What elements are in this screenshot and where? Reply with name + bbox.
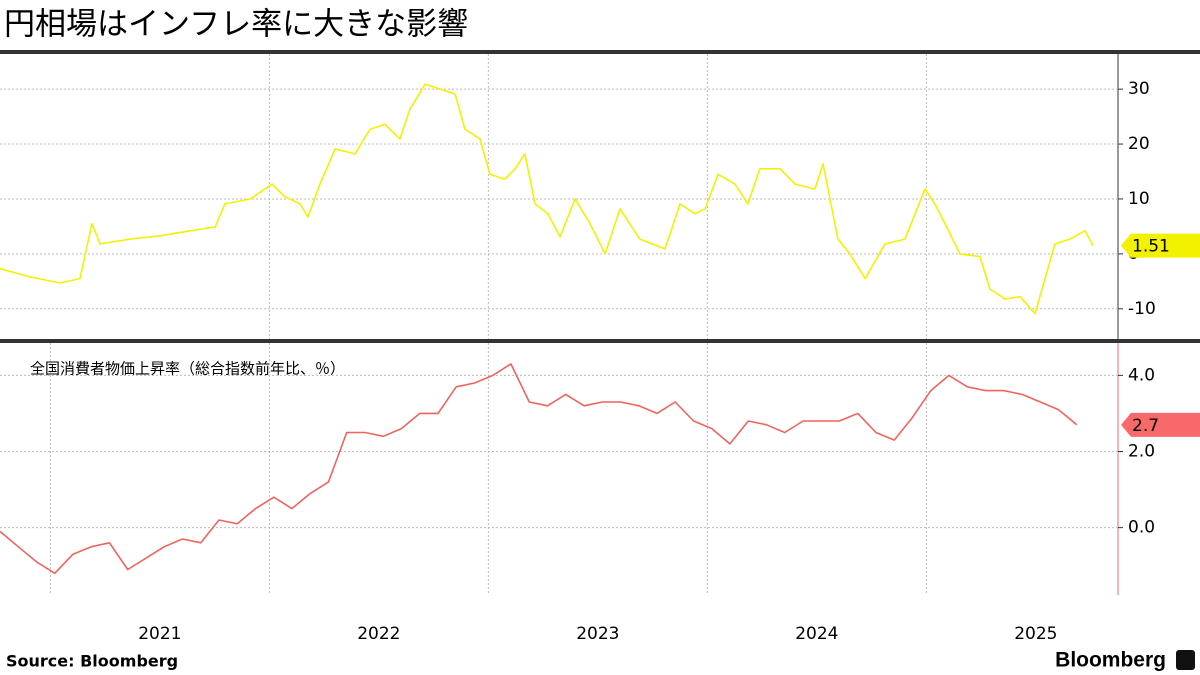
brand-icon: [1176, 650, 1195, 670]
last-value-tag: [1121, 233, 1200, 258]
last-value-label: 2.7: [1132, 416, 1159, 436]
y-tick-label: 4.0: [1128, 365, 1155, 385]
x-tick-label: 2025: [1014, 624, 1057, 644]
panel-divider: [0, 50, 1200, 54]
y-tick-label: 2.0: [1128, 441, 1155, 461]
y-tick-label: 0.0: [1128, 518, 1155, 538]
y-tick-label: -10: [1128, 299, 1156, 319]
last-value-tag: [1121, 412, 1200, 437]
series-line: [0, 363, 1078, 575]
y-tick-label: 20: [1128, 134, 1150, 154]
y-tick-label: 10: [1128, 189, 1150, 209]
x-tick-label: 2023: [576, 624, 619, 644]
chart-title: 円相場はインフレ率に大きな影響: [4, 7, 468, 43]
brand-logo: Bloomberg: [1055, 649, 1166, 672]
series-line: [0, 83, 1094, 315]
last-value-label: 1.51: [1132, 237, 1170, 257]
source: Source: Bloomberg: [6, 652, 178, 671]
x-tick-label: 2024: [795, 624, 838, 644]
panel-divider: [0, 339, 1200, 343]
y-tick-label: 30: [1128, 79, 1150, 99]
series-label: 全国消費者物価上昇率（総合指数前年比、％）: [30, 360, 345, 378]
x-tick-label: 2022: [357, 624, 400, 644]
x-tick-label: 2021: [138, 624, 181, 644]
